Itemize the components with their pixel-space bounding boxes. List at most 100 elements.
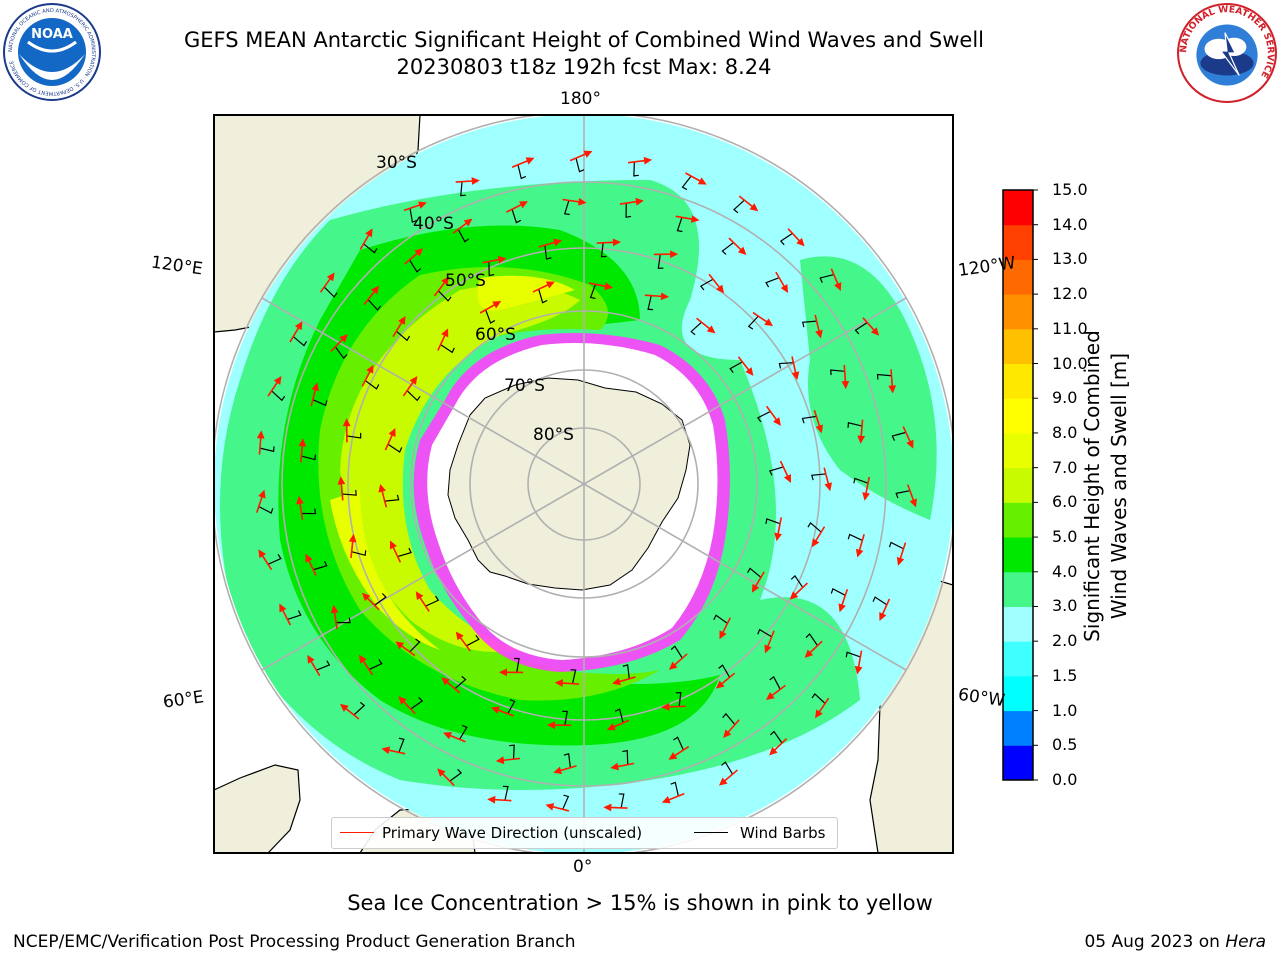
footer-date: 05 Aug 2023 on Hera (1084, 932, 1266, 952)
wind-barb (562, 794, 570, 810)
wind-barb (301, 508, 317, 515)
wave-direction-arrow (644, 292, 670, 301)
wind-barb (895, 490, 911, 499)
wave-direction-arrow (415, 591, 430, 612)
wind-barb (647, 295, 654, 311)
wave-direction-arrow (392, 315, 406, 338)
wave-direction-arrow (361, 364, 374, 387)
wind-barb (757, 410, 771, 423)
wind-barb (622, 749, 629, 765)
wind-barb (713, 614, 728, 624)
wave-direction-arrow (728, 237, 747, 255)
wave-direction-arrow (395, 641, 416, 657)
colorbar-segment (1003, 675, 1033, 712)
wind-barb (676, 217, 683, 233)
wave-direction-arrow (765, 684, 786, 700)
wind-barb (721, 761, 734, 775)
wave-direction-arrow (791, 356, 800, 381)
wave-direction-arrow (838, 588, 849, 613)
chart-title: GEFS MEAN Antarctic Significant Height o… (183, 28, 985, 52)
legend-primary-wave: Primary Wave Direction (unscaled) (382, 824, 643, 842)
wind-barb (847, 422, 863, 428)
wave-direction-arrow (482, 255, 507, 264)
wind-barb (854, 322, 868, 335)
wind-barb (312, 399, 328, 407)
wind-barb (364, 380, 380, 390)
wave-direction-arrow (403, 201, 427, 212)
wave-direction-arrow (723, 719, 740, 739)
wave-direction-arrow (857, 419, 866, 444)
footer-date-text: 05 Aug 2023 on (1084, 932, 1220, 952)
colorbar-frame (1002, 189, 1034, 781)
colorbar-segment (1003, 259, 1033, 295)
colorbar-tick-label: 15.0 (1052, 180, 1088, 199)
wind-barb (891, 431, 907, 441)
colorbar-segment (1003, 190, 1033, 226)
wind-barb (570, 669, 577, 684)
wave-direction-arrow (553, 765, 577, 775)
wave-direction-arrow (708, 273, 725, 294)
wave-direction-arrow (363, 285, 380, 306)
wave-direction-arrow (330, 334, 348, 352)
wave-direction-arrow (888, 369, 897, 394)
wave-direction-arrow (862, 317, 880, 336)
wind-barb (409, 638, 421, 653)
wind-barb (722, 712, 736, 725)
wind-barb (657, 254, 664, 269)
wind-barb (259, 446, 275, 453)
wave-direction-arrow (603, 803, 628, 812)
wave-direction-arrow (804, 640, 823, 658)
wind-barb (769, 676, 781, 690)
wind-barb (287, 610, 302, 620)
wave-direction-arrow (862, 476, 871, 501)
wind-barb (563, 200, 570, 216)
wave-direction-arrow (361, 592, 380, 611)
wind-barb (466, 634, 480, 647)
wind-barb (876, 373, 892, 380)
wave-direction-arrow (433, 276, 450, 297)
wave-direction-arrow (718, 769, 738, 786)
wave-direction-arrow (751, 571, 765, 593)
wave-direction-arrow (359, 228, 373, 250)
wind-barb (485, 309, 496, 324)
wave-direction-arrow (267, 376, 282, 397)
wind-barb (779, 232, 793, 246)
wind-barb (600, 242, 607, 258)
wave-direction-arrow (498, 668, 524, 677)
wind-barb (563, 753, 571, 768)
colorbar-segment (1003, 224, 1033, 260)
wind-barb (517, 164, 527, 180)
wind-barb (459, 724, 468, 740)
wave-direction-arrow (532, 281, 555, 293)
wave-direction-arrow (402, 376, 418, 397)
wave-direction-arrow (596, 238, 621, 247)
colorbar-title-line1: Significant Height of Combined (1080, 330, 1104, 642)
wave-direction-arrow (487, 795, 512, 804)
wave-direction-arrow (830, 268, 842, 292)
wind-barb (625, 203, 632, 218)
wind-barb (790, 574, 804, 588)
wave-direction-arrow (339, 703, 360, 720)
wave-direction-arrow (319, 272, 335, 293)
lon-label-0: 0° (573, 857, 593, 877)
map-legend: Primary Wave Direction (unscaled) Wind B… (331, 817, 838, 849)
wave-direction-arrow (289, 321, 303, 343)
colorbar-segment (1003, 502, 1033, 538)
wind-barb (807, 522, 822, 533)
wave-direction-arrow (841, 364, 850, 390)
colorbar-segment (1003, 641, 1033, 677)
wind-barb (488, 261, 495, 277)
wind-barb (387, 443, 403, 453)
wind-barb (342, 490, 357, 496)
wave-direction-arrow (855, 534, 865, 558)
wave-direction-arrow (769, 737, 788, 756)
colorbar-tick-label: 11.0 (1052, 318, 1088, 338)
wave-direction-arrow (814, 314, 823, 339)
wave-direction-arrow (547, 721, 572, 729)
wind-barb (409, 259, 422, 273)
colorbar-tick-label: 7.0 (1052, 457, 1078, 477)
wave-direction-arrow (811, 526, 826, 548)
lon-label-180: 180° (560, 89, 601, 109)
colorbar-tick-label: 10.0 (1052, 353, 1088, 373)
wave-direction-arrow (506, 201, 529, 213)
